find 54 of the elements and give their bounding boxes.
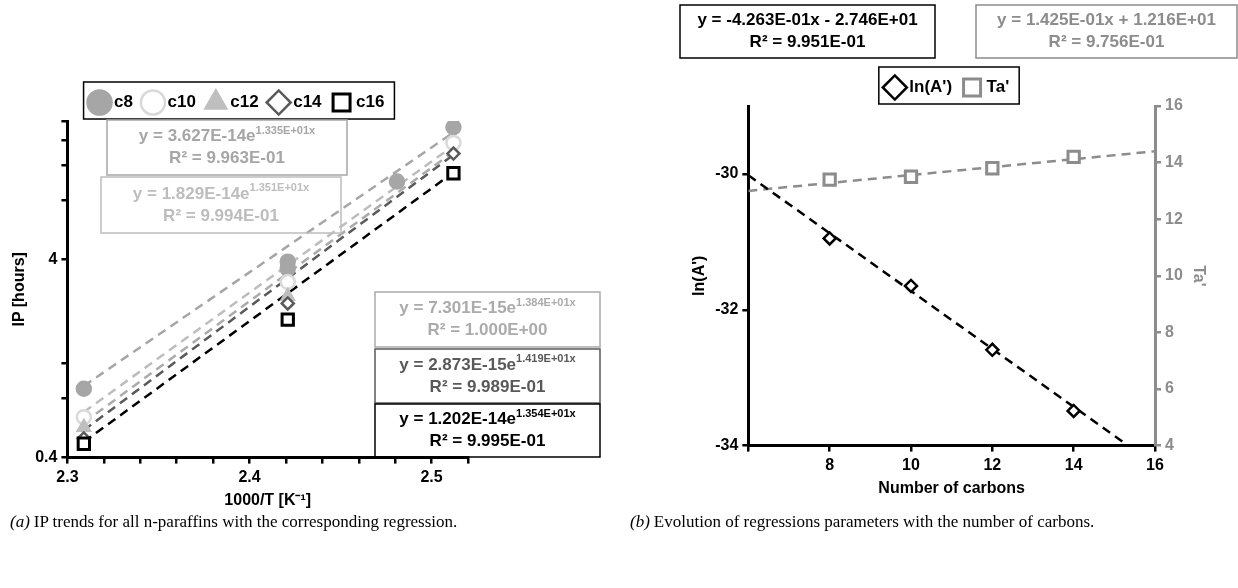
- x-tick-label: 14: [1064, 455, 1083, 473]
- point: [822, 231, 837, 246]
- y2-tick-label: 6: [1165, 379, 1174, 397]
- y2-tick-label: 16: [1165, 96, 1183, 114]
- y-tick-label: -30: [715, 164, 739, 182]
- x-tick-label: 2.3: [56, 467, 79, 485]
- legend-label: Ta': [986, 77, 1010, 97]
- y-axis-title: ln(A'): [690, 255, 708, 296]
- y2-tick-label: 12: [1165, 209, 1183, 227]
- point: [279, 273, 296, 291]
- x-tick-label: 2.4: [238, 467, 261, 485]
- point: [985, 342, 1000, 358]
- x-tick-label: 8: [825, 455, 835, 473]
- point: [446, 166, 461, 181]
- point: [388, 173, 406, 190]
- y2-tick-label: 8: [1165, 322, 1174, 340]
- x-axis-title: 1000/T [K⁻¹]: [224, 490, 312, 508]
- text: y = -4.263E-01x - 2.746E+01 R² = 9.951E-01: [697, 10, 918, 52]
- x-axis-title: Number of carbons: [878, 478, 1026, 496]
- legend-label: c10: [167, 92, 196, 112]
- text: y = 1.425E-01x + 1.216E+01 R² = 9.756E-01: [997, 10, 1216, 52]
- y-tick-label: 0.4: [35, 448, 58, 466]
- x-tick-label: 16: [1146, 455, 1164, 473]
- legend-label: c16: [356, 92, 385, 112]
- x-tick-label: 12: [983, 455, 1002, 473]
- point: [903, 278, 919, 294]
- legend-label: c8: [114, 92, 133, 112]
- point: [985, 161, 1000, 176]
- legend-label: c12: [230, 92, 259, 112]
- y2-tick-label: 14: [1165, 153, 1183, 171]
- legend-label: c14: [293, 92, 323, 112]
- text: (b) Evolution of regressions parameters with the number of carbons.: [630, 512, 1096, 532]
- point: [446, 146, 461, 161]
- point: [280, 312, 295, 327]
- point: [75, 380, 93, 398]
- y2-axis-title: Ta': [1190, 265, 1208, 287]
- x-tick-label: 2.5: [420, 467, 443, 485]
- x-tick-label: 10: [902, 455, 920, 473]
- legend-label: ln(A'): [909, 77, 953, 97]
- point: [822, 172, 837, 187]
- point: [1066, 149, 1081, 165]
- point: [76, 418, 92, 432]
- point: [1066, 403, 1081, 419]
- y2-tick-label: 4: [1165, 436, 1174, 454]
- y2-tick-label: 10: [1165, 266, 1183, 284]
- point: [445, 121, 462, 136]
- y-tick-label: -34: [715, 436, 739, 454]
- point: [76, 436, 91, 451]
- point: [445, 134, 462, 152]
- y-axis-title: IP [hours]: [10, 252, 28, 327]
- point: [280, 296, 295, 311]
- y-tick-label: -32: [715, 300, 739, 318]
- point: [903, 169, 919, 184]
- text: (a) IP trends for all n-paraffins with the corresponding regression.: [10, 512, 459, 532]
